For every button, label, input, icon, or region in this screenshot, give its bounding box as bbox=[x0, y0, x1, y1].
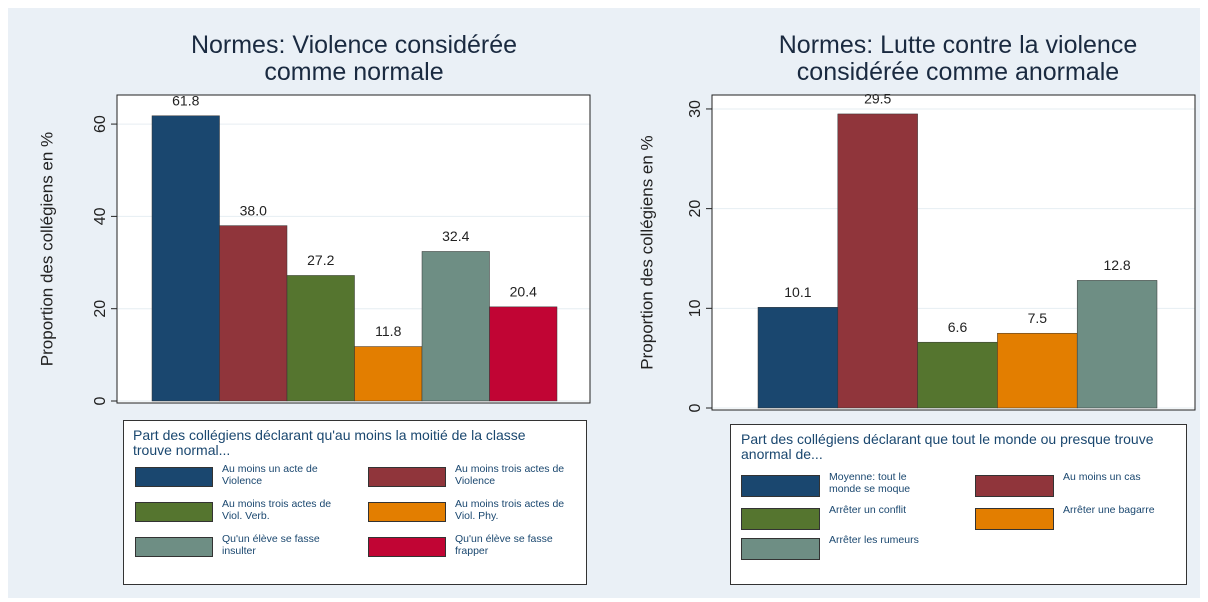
value-label: 12.8 bbox=[1103, 257, 1130, 273]
value-label: 11.8 bbox=[375, 323, 401, 339]
plot-frame bbox=[116, 94, 591, 404]
bar bbox=[151, 115, 220, 402]
legend-swatch bbox=[741, 538, 820, 560]
bar bbox=[757, 307, 839, 409]
bar bbox=[286, 275, 355, 402]
y-axis-label: Proportion des collégiens en % bbox=[37, 132, 56, 366]
legend-label: Au moins un cas bbox=[1063, 471, 1141, 483]
value-label: 29.5 bbox=[864, 91, 891, 107]
legend-title: Part des collégiens déclarant que tout l… bbox=[741, 431, 1154, 462]
value-label: 61.8 bbox=[172, 92, 199, 108]
legend-swatch bbox=[975, 508, 1054, 530]
y-axis-label: Proportion des collégiens en % bbox=[637, 135, 656, 369]
bar bbox=[917, 341, 998, 409]
legend-swatch bbox=[741, 475, 820, 497]
chart-title: considérée comme anormale bbox=[796, 58, 1120, 86]
bar bbox=[997, 332, 1078, 409]
legend-label: Arrêter un conflit bbox=[829, 504, 907, 516]
legend-label: Au moins trois actes de Viol. Phy. bbox=[455, 498, 565, 522]
plot-frame bbox=[711, 94, 1196, 411]
legend-label: Au moins un acte de Violence bbox=[222, 463, 318, 487]
legend-swatch bbox=[135, 467, 213, 487]
chart-title: Normes: Lutte contre la violence bbox=[778, 31, 1138, 59]
bar bbox=[489, 306, 558, 402]
bar bbox=[837, 113, 918, 409]
legend-swatch bbox=[135, 537, 213, 557]
legend-title: Part des collégiens déclarant qu'au moin… bbox=[133, 427, 526, 458]
value-label: 7.5 bbox=[1028, 310, 1048, 326]
legend-label: Moyenne: tout le monde se moque bbox=[829, 471, 911, 495]
y-tick-label: 0 bbox=[92, 396, 109, 405]
bar bbox=[421, 251, 490, 402]
legend-swatch bbox=[741, 508, 820, 530]
value-label: 6.6 bbox=[948, 319, 968, 335]
y-tick-label: 10 bbox=[687, 299, 704, 317]
chart-title: Normes: Violence considérée bbox=[190, 31, 518, 59]
legend-swatch bbox=[975, 475, 1054, 497]
legend-label: Arrêter les rumeurs bbox=[829, 534, 919, 546]
legend-label: Au moins trois actes de Violence bbox=[455, 463, 565, 487]
legend-label: Au moins trois actes de Viol. Verb. bbox=[222, 498, 332, 522]
legend-swatch bbox=[135, 502, 213, 522]
legend-label: Qu'un élève se fasse frapper bbox=[455, 533, 553, 557]
bar bbox=[219, 225, 288, 402]
bar bbox=[1076, 280, 1158, 409]
y-tick-label: 0 bbox=[687, 403, 704, 412]
value-label: 32.4 bbox=[442, 228, 469, 244]
value-label: 20.4 bbox=[510, 284, 537, 300]
chart-title: comme normale bbox=[264, 58, 444, 86]
legend-swatch bbox=[368, 467, 446, 487]
legend-swatch bbox=[368, 537, 446, 557]
value-label: 27.2 bbox=[307, 252, 334, 268]
bar bbox=[354, 346, 423, 402]
y-tick-label: 20 bbox=[92, 300, 109, 318]
value-label: 10.1 bbox=[784, 284, 811, 300]
y-tick-label: 30 bbox=[687, 100, 704, 118]
legend-swatch bbox=[368, 502, 446, 522]
legend-label: Arrêter une bagarre bbox=[1063, 504, 1155, 516]
value-label: 38.0 bbox=[240, 202, 267, 218]
legend-label: Qu'un élève se fasse insulter bbox=[222, 533, 320, 557]
y-tick-label: 20 bbox=[687, 200, 704, 218]
y-tick-label: 60 bbox=[92, 115, 109, 133]
y-tick-label: 40 bbox=[92, 207, 109, 225]
